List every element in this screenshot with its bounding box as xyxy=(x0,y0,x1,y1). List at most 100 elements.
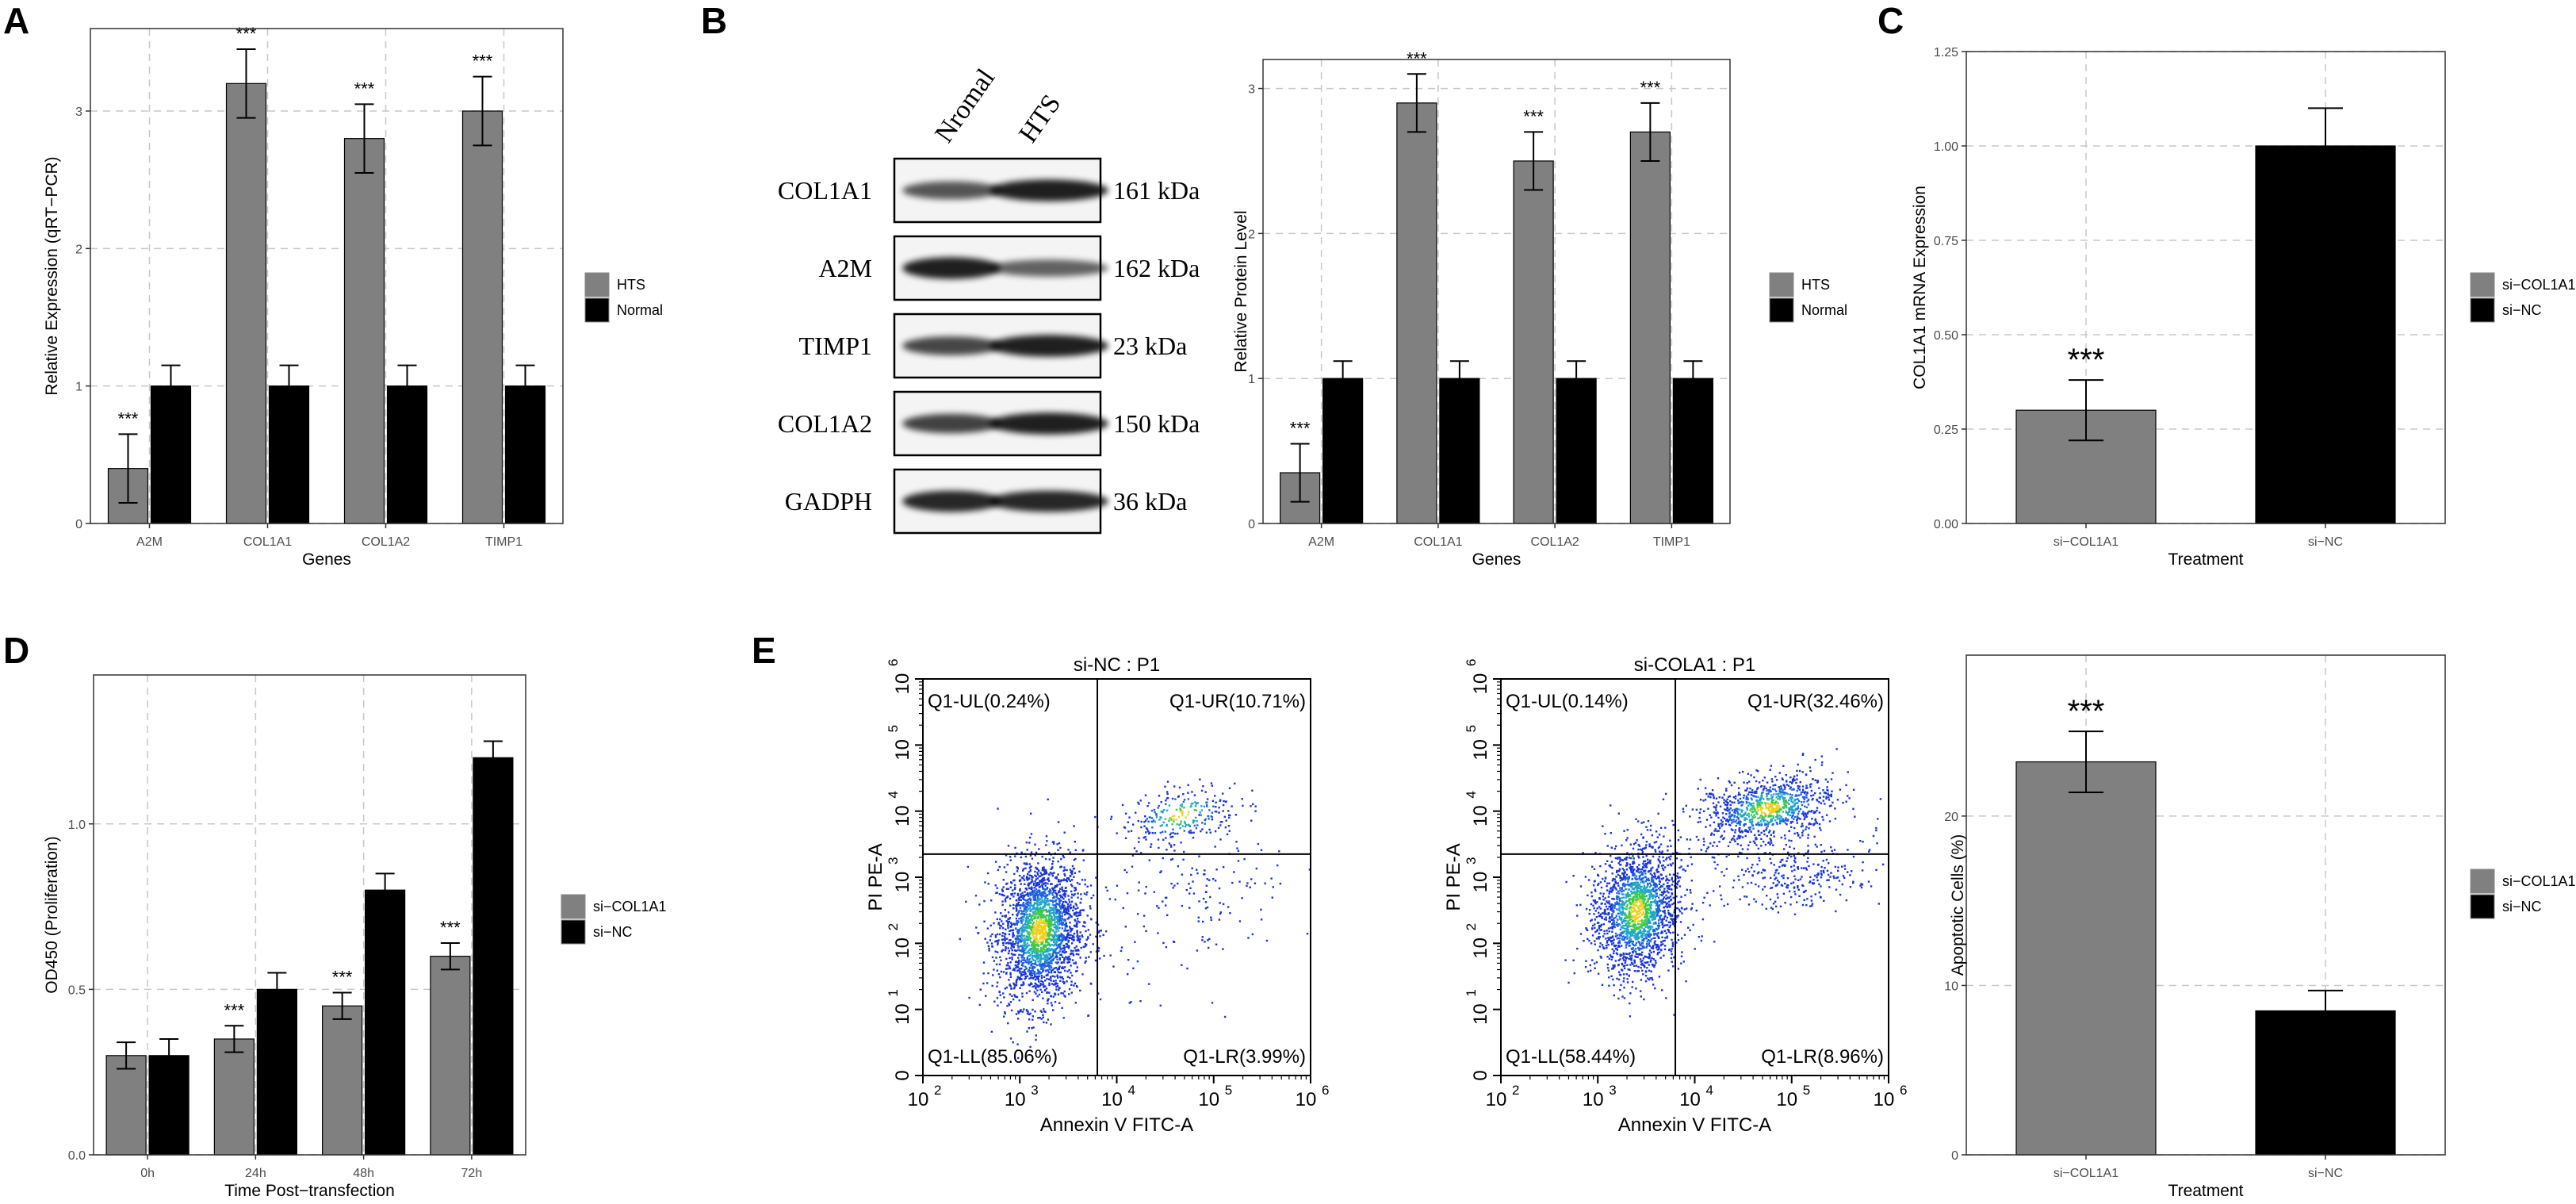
flow-event xyxy=(1056,843,1058,845)
flow-event xyxy=(1648,964,1650,966)
flow-event xyxy=(1046,895,1048,897)
flow-event xyxy=(1120,949,1123,953)
flow-event xyxy=(1610,804,1612,807)
flow-event xyxy=(1663,948,1667,951)
flow-event xyxy=(1641,936,1644,939)
flow-event xyxy=(1614,932,1617,935)
flow-event xyxy=(1660,941,1663,943)
flow-event xyxy=(1617,971,1621,973)
flow-event xyxy=(1666,935,1669,938)
flow-event xyxy=(1629,910,1631,913)
flow-event xyxy=(1034,1010,1036,1013)
flow-event xyxy=(1030,945,1032,947)
flow-event xyxy=(1634,917,1637,919)
flow-event xyxy=(1590,918,1593,921)
flow-event xyxy=(1022,898,1025,900)
flow-event xyxy=(1689,838,1692,841)
flow-event xyxy=(1664,901,1667,903)
flow-event xyxy=(1055,926,1058,929)
flow-event xyxy=(1041,901,1044,903)
flow-event xyxy=(1001,915,1004,918)
flow-event xyxy=(996,918,998,921)
flow-event xyxy=(1204,791,1207,793)
flow-event xyxy=(1640,881,1642,884)
flow-event xyxy=(1126,892,1129,895)
flow-event xyxy=(1608,892,1610,895)
flow-event xyxy=(1662,798,1665,800)
flow-event xyxy=(1061,903,1064,905)
flow-event xyxy=(1607,944,1610,946)
flow-event xyxy=(1014,938,1017,940)
flow-event xyxy=(1070,991,1073,994)
flow-event xyxy=(1641,939,1644,941)
flow-event xyxy=(1618,909,1621,912)
flow-event xyxy=(997,922,1000,924)
flow-event xyxy=(1023,915,1025,918)
flow-event xyxy=(1205,891,1208,893)
flow-event xyxy=(1594,943,1596,945)
flow-event xyxy=(1000,959,1002,961)
flow-event xyxy=(1663,890,1665,892)
flow-event xyxy=(1670,899,1672,902)
flow-event xyxy=(1208,879,1211,881)
flow-event xyxy=(1070,934,1072,937)
flow-event xyxy=(1611,913,1613,915)
flow-event xyxy=(1671,943,1675,945)
flow-event xyxy=(1641,951,1644,953)
flow-event xyxy=(1600,923,1603,926)
flow-event xyxy=(1020,911,1024,913)
flow-event xyxy=(1062,1017,1065,1019)
flow-event xyxy=(1045,922,1048,925)
flow-event xyxy=(1043,876,1046,880)
flow-event xyxy=(1073,825,1075,827)
flow-event xyxy=(1157,838,1160,841)
flow-event xyxy=(1635,926,1637,930)
wb-size-label: 150 kDa xyxy=(1113,409,1200,438)
flow-event xyxy=(1038,908,1040,911)
flow-event xyxy=(1062,907,1064,909)
flow-event xyxy=(1154,820,1156,823)
flow-event xyxy=(1667,929,1669,931)
flow-event xyxy=(1671,903,1674,906)
flow-event xyxy=(1218,918,1221,921)
flow-event xyxy=(1667,969,1670,972)
flow-event xyxy=(1042,946,1045,949)
flow-event xyxy=(1637,970,1640,972)
flow-event xyxy=(1655,895,1659,897)
flow-event xyxy=(1027,961,1029,964)
flow-event xyxy=(1170,819,1173,821)
flow-event xyxy=(1009,1037,1012,1040)
flow-event xyxy=(1650,904,1653,907)
flow-event xyxy=(983,920,986,922)
flow-event xyxy=(1616,900,1618,903)
flow-event xyxy=(993,968,995,971)
flow-event xyxy=(1067,877,1070,880)
flow-event xyxy=(1572,959,1575,961)
flow-event xyxy=(1045,941,1047,944)
flow-event xyxy=(1041,911,1043,913)
flow-event xyxy=(1036,941,1039,944)
flow-event xyxy=(1671,819,1674,822)
flow-event xyxy=(1649,909,1652,912)
flow-event xyxy=(1048,978,1051,981)
flow-event xyxy=(1181,964,1183,966)
flow-event xyxy=(1605,918,1607,921)
flow-event xyxy=(1064,925,1067,927)
flow-event xyxy=(1047,956,1049,959)
flow-event xyxy=(1036,964,1039,967)
bar-normal xyxy=(1439,378,1480,524)
flow-event xyxy=(1173,844,1176,846)
flow-event xyxy=(1206,798,1209,800)
flow-event xyxy=(1630,925,1632,927)
flow-event xyxy=(1028,901,1030,903)
flow-event xyxy=(1655,884,1658,887)
flow-event xyxy=(1021,948,1024,950)
flow-event xyxy=(1050,925,1053,928)
flow-event xyxy=(1629,925,1631,927)
flow-event xyxy=(1618,945,1621,948)
flow-event xyxy=(1040,1010,1043,1014)
flow-event xyxy=(1067,930,1070,932)
flow-event xyxy=(1172,828,1174,830)
flow-event xyxy=(1665,932,1667,934)
flow-event xyxy=(1198,814,1200,816)
